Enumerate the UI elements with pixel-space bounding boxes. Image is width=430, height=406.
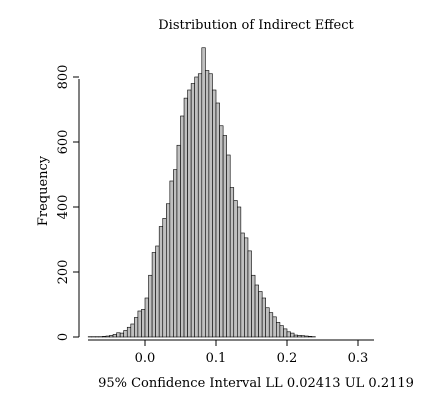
histogram-bar xyxy=(141,309,145,337)
histogram-bar xyxy=(156,246,160,337)
histogram-bar xyxy=(110,335,114,337)
histogram-bar xyxy=(259,292,263,338)
histogram-bar xyxy=(212,90,216,337)
x-tick-label: 0.0 xyxy=(135,351,156,366)
y-axis-label: Frequency xyxy=(36,155,51,226)
histogram-bar xyxy=(266,308,270,337)
histogram-bar xyxy=(159,227,163,338)
histogram-bar xyxy=(294,335,298,337)
histogram-bar xyxy=(173,170,177,337)
y-tick-label: 800 xyxy=(56,65,71,90)
histogram-bar xyxy=(181,116,185,337)
x-tick-label: 0.3 xyxy=(348,351,369,366)
histogram-bar xyxy=(177,145,181,337)
histogram-bar xyxy=(113,334,117,337)
histogram-bar xyxy=(117,333,121,337)
histogram-bar xyxy=(291,333,295,337)
histogram-bar xyxy=(220,126,224,337)
histogram-bar xyxy=(244,238,248,337)
histogram-bar xyxy=(145,298,149,337)
histogram-bar xyxy=(269,313,273,337)
histogram-bar xyxy=(287,332,291,337)
y-tick-label: 0 xyxy=(56,333,71,341)
histogram-bar xyxy=(230,188,234,338)
histogram-bar xyxy=(188,90,192,337)
histogram-bar xyxy=(170,181,174,337)
histogram-bar xyxy=(102,336,106,337)
y-tick-label: 600 xyxy=(56,130,71,155)
histogram-bar xyxy=(152,253,156,338)
histogram-bar xyxy=(305,336,309,337)
histogram-bar xyxy=(198,74,202,337)
histogram-bar xyxy=(149,275,153,337)
histogram-bar xyxy=(262,298,266,337)
histogram-bar xyxy=(216,103,220,337)
histogram-bar xyxy=(298,335,302,337)
histogram-bar xyxy=(106,336,110,337)
x-axis-ticks: 0.0 0.1 0.2 0.3 xyxy=(135,340,369,366)
x-axis-label: 95% Confidence Interval LL 0.02413 UL 0.… xyxy=(98,376,414,391)
histogram-bar xyxy=(283,329,287,337)
histogram-bar xyxy=(163,218,167,337)
histogram-bar xyxy=(301,336,305,337)
histogram-bar xyxy=(166,204,170,337)
histogram-bar xyxy=(248,251,252,337)
histogram-bar xyxy=(255,285,259,337)
histogram-bar xyxy=(202,48,206,337)
histogram-bar xyxy=(276,322,280,337)
y-tick-label: 200 xyxy=(56,260,71,285)
histogram-bar xyxy=(131,324,135,337)
histogram-bar xyxy=(252,275,256,337)
histogram-bar xyxy=(223,136,227,338)
histogram-bar xyxy=(280,326,284,337)
histogram-bar xyxy=(127,327,131,337)
x-tick-label: 0.1 xyxy=(206,351,227,366)
histogram-bar xyxy=(273,317,277,337)
x-tick-label: 0.2 xyxy=(277,351,298,366)
histogram-bar xyxy=(308,336,312,337)
histogram-bar xyxy=(209,74,213,337)
histogram-bars xyxy=(88,48,315,337)
histogram-bar xyxy=(134,318,138,338)
histogram-bar xyxy=(205,71,209,338)
histogram-bar xyxy=(191,84,195,338)
histogram-bar xyxy=(184,98,188,337)
histogram-bar xyxy=(138,311,142,337)
y-tick-label: 400 xyxy=(56,195,71,220)
histogram-bar xyxy=(227,155,231,337)
histogram-bar xyxy=(237,207,241,337)
chart-title: Distribution of Indirect Effect xyxy=(158,18,354,33)
histogram-bar xyxy=(195,77,199,337)
y-axis-ticks: 0 200 400 600 800 xyxy=(56,65,79,342)
histogram-bar xyxy=(124,331,128,338)
histogram-bar xyxy=(241,233,245,337)
histogram-bar xyxy=(120,333,124,337)
histogram-bar xyxy=(234,201,238,338)
